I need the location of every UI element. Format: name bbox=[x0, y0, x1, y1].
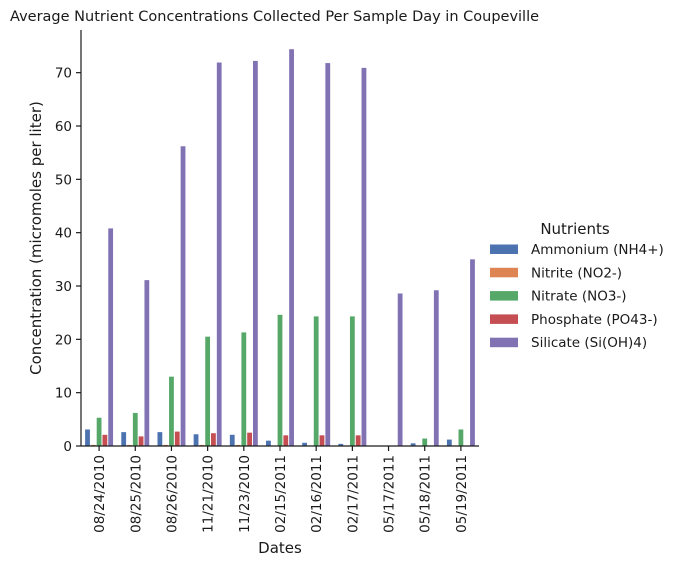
chart-title: Average Nutrient Concentrations Collecte… bbox=[10, 9, 539, 25]
bar-5-8 bbox=[361, 67, 367, 447]
bar-3-7 bbox=[313, 316, 319, 446]
y-tick-label: 0 bbox=[63, 439, 72, 455]
legend-label: Silicate (Si(OH)4) bbox=[531, 335, 647, 351]
bar-1-4 bbox=[193, 434, 199, 446]
legend-label: Nitrate (NO3-) bbox=[531, 289, 627, 305]
bar-5-2 bbox=[144, 280, 150, 446]
bar-4-4 bbox=[211, 433, 216, 446]
x-tick-label: 08/25/2010 bbox=[128, 455, 144, 533]
x-axis-label: Dates bbox=[258, 539, 302, 557]
legend-swatch bbox=[490, 244, 518, 254]
bar-3-6 bbox=[277, 314, 283, 446]
y-tick-label: 20 bbox=[55, 332, 72, 348]
legend-swatch bbox=[490, 267, 518, 278]
bar-5-11 bbox=[470, 259, 475, 446]
bar-1-11 bbox=[446, 439, 452, 446]
bar-4-5 bbox=[247, 432, 252, 446]
y-tick-label: 60 bbox=[55, 119, 72, 135]
bar-5-6 bbox=[289, 49, 294, 446]
legend-swatch bbox=[490, 337, 518, 348]
bar-5-5 bbox=[253, 60, 258, 447]
bar-1-5 bbox=[229, 434, 235, 446]
bar-5-9 bbox=[397, 293, 403, 446]
bars-group bbox=[85, 49, 475, 447]
x-tick-label: 05/19/2011 bbox=[454, 455, 470, 533]
bar-5-7 bbox=[325, 63, 331, 446]
x-tick-label: 08/24/2010 bbox=[92, 455, 108, 533]
legend-swatch bbox=[490, 314, 518, 324]
y-tick-label: 70 bbox=[55, 66, 72, 82]
legend-label: Ammonium (NH4+) bbox=[531, 242, 664, 258]
bar-4-8 bbox=[355, 435, 361, 446]
x-tick-label: 02/15/2011 bbox=[273, 455, 289, 533]
bar-3-8 bbox=[349, 316, 355, 446]
bar-1-3 bbox=[157, 432, 163, 446]
x-tick-label: 08/26/2010 bbox=[165, 455, 181, 533]
x-tick-label: 05/17/2011 bbox=[382, 455, 398, 533]
x-tick-label: 11/21/2010 bbox=[201, 455, 217, 533]
bar-3-5 bbox=[241, 332, 247, 446]
bar-1-2 bbox=[121, 432, 127, 446]
y-tick-label: 10 bbox=[55, 386, 72, 402]
y-axis-label: Concentration (micromoles per liter) bbox=[27, 101, 45, 375]
y-tick-label: 40 bbox=[55, 226, 72, 242]
bar-1-1 bbox=[85, 429, 90, 446]
bar-4-6 bbox=[283, 435, 289, 446]
bar-5-3 bbox=[180, 146, 186, 446]
bar-1-8 bbox=[338, 443, 344, 446]
y-tick-label: 50 bbox=[55, 172, 72, 188]
bar-5-1 bbox=[108, 228, 114, 446]
legend-swatch bbox=[490, 291, 518, 301]
legend-label: Phosphate (PO43-) bbox=[531, 312, 658, 328]
x-tick-label: 11/23/2010 bbox=[237, 455, 253, 533]
bar-3-1 bbox=[96, 417, 102, 446]
bar-3-4 bbox=[205, 336, 211, 446]
y-tick-label: 30 bbox=[55, 279, 72, 295]
bar-4-2 bbox=[138, 436, 144, 446]
legend: Nutrients Ammonium (NH4+) Nitrite (NO2-) N… bbox=[490, 220, 664, 351]
x-tick-label: 05/18/2011 bbox=[418, 455, 434, 533]
bar-3-2 bbox=[132, 412, 138, 446]
legend-label: Nitrite (NO2-) bbox=[531, 265, 622, 281]
bar-1-7 bbox=[302, 442, 307, 446]
bar-5-10 bbox=[433, 290, 439, 446]
bar-4-7 bbox=[319, 435, 325, 446]
bar-3-10 bbox=[422, 438, 428, 446]
bar-5-4 bbox=[216, 62, 222, 446]
bar-3-3 bbox=[169, 376, 174, 446]
y-ticks-group: 0 10 20 30 40 50 60 70 bbox=[55, 66, 81, 455]
bar-4-3 bbox=[174, 431, 180, 446]
bar-1-6 bbox=[266, 440, 271, 446]
x-ticks-group: 08/24/2010 08/25/2010 08/26/2010 11/21/2010… bbox=[92, 446, 470, 533]
x-tick-label: 02/17/2011 bbox=[345, 455, 361, 533]
bar-1-10 bbox=[410, 443, 416, 446]
bar-4-1 bbox=[102, 434, 108, 446]
x-tick-label: 02/16/2011 bbox=[309, 455, 325, 533]
bar-3-11 bbox=[458, 429, 464, 446]
legend-title: Nutrients bbox=[540, 220, 610, 238]
